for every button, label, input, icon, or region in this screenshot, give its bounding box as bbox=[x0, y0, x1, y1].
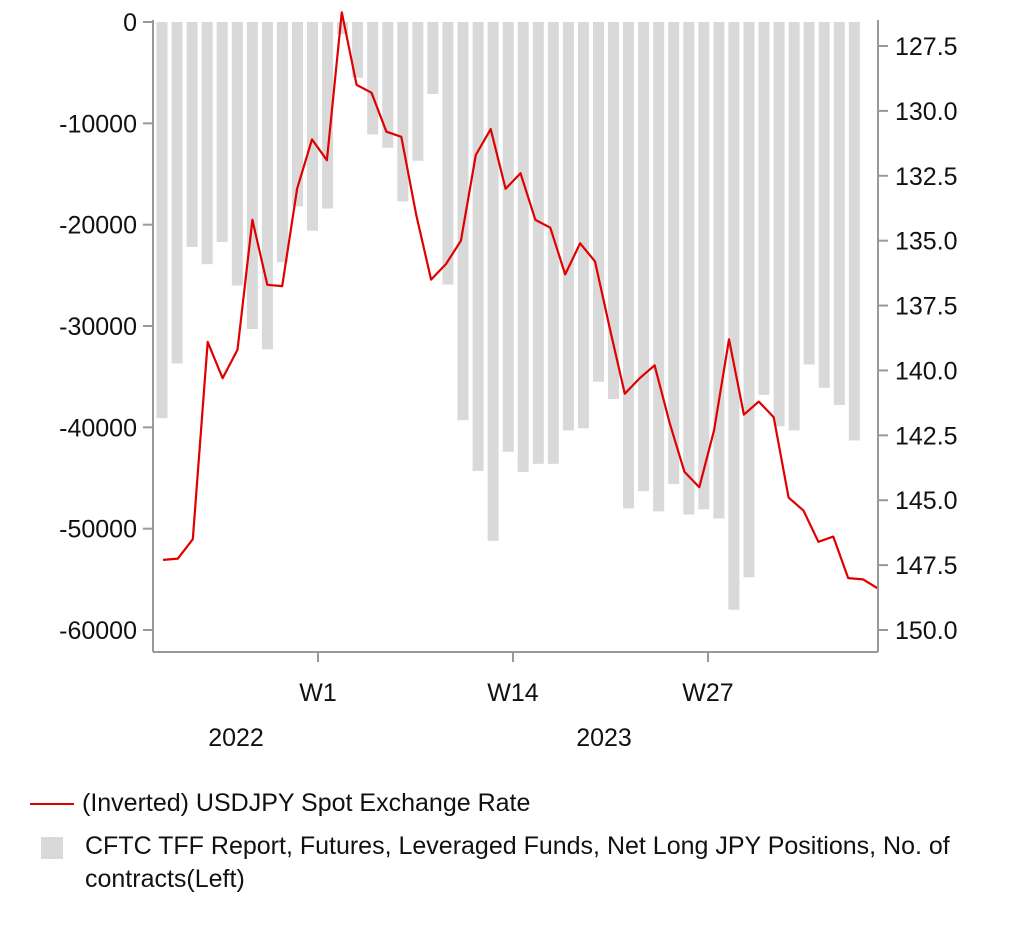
bar bbox=[713, 22, 725, 519]
bar bbox=[216, 22, 228, 242]
bar bbox=[608, 22, 619, 399]
bar bbox=[547, 22, 559, 464]
left-tick-label: -30000 bbox=[59, 313, 137, 341]
bar bbox=[201, 22, 213, 265]
bar bbox=[246, 22, 258, 329]
bar bbox=[683, 22, 695, 515]
right-tick-label: 127.5 bbox=[895, 33, 958, 61]
right-tick-label: 147.5 bbox=[895, 552, 958, 580]
bar bbox=[698, 22, 710, 510]
bar bbox=[562, 22, 574, 431]
bar bbox=[457, 22, 469, 421]
legend-line-label: (Inverted) USDJPY Spot Exchange Rate bbox=[82, 789, 531, 817]
legend: (Inverted) USDJPY Spot Exchange Rate CFT… bbox=[30, 787, 965, 896]
left-tick-label: -50000 bbox=[59, 516, 137, 544]
bar bbox=[382, 22, 394, 148]
bar bbox=[487, 22, 499, 541]
bar bbox=[743, 22, 755, 578]
legend-item-bars: CFTC TFF Report, Futures, Leveraged Fund… bbox=[30, 830, 965, 896]
x-tick-label: W1 bbox=[299, 679, 337, 707]
bar bbox=[848, 22, 860, 441]
legend-bar-label: CFTC TFF Report, Futures, Leveraged Fund… bbox=[85, 832, 950, 893]
bar bbox=[788, 22, 800, 431]
bar bbox=[818, 22, 830, 388]
left-tick-label: 0 bbox=[123, 9, 137, 37]
bar bbox=[502, 22, 514, 452]
right-tick-label: 135.0 bbox=[895, 228, 958, 256]
right-tick-label: 132.5 bbox=[895, 163, 958, 191]
bar bbox=[231, 22, 243, 286]
bar bbox=[322, 22, 334, 209]
bar bbox=[758, 22, 770, 395]
bar bbox=[276, 22, 288, 263]
bar bbox=[442, 22, 454, 285]
bar bbox=[367, 22, 379, 135]
right-tick-label: 140.0 bbox=[895, 357, 958, 385]
usdjpy-line bbox=[162, 11, 879, 590]
bar bbox=[307, 22, 318, 231]
left-tick-label: -20000 bbox=[59, 212, 137, 240]
bar bbox=[653, 22, 665, 512]
left-tick-label: -10000 bbox=[59, 110, 137, 138]
year-label: 2023 bbox=[576, 724, 632, 752]
legend-item-line: (Inverted) USDJPY Spot Exchange Rate bbox=[30, 787, 965, 820]
bar bbox=[337, 22, 349, 35]
bar bbox=[803, 22, 815, 365]
bar bbox=[773, 22, 785, 427]
bar bbox=[292, 22, 303, 207]
bar bbox=[668, 22, 680, 485]
bar bbox=[412, 22, 424, 161]
x-tick-label: W14 bbox=[487, 679, 539, 707]
left-tick-label: -40000 bbox=[59, 414, 137, 442]
bar bbox=[171, 22, 183, 364]
bar bbox=[638, 22, 650, 492]
bar bbox=[577, 22, 589, 429]
bar-series bbox=[156, 22, 860, 610]
bar bbox=[833, 22, 845, 405]
bar bbox=[623, 22, 634, 509]
bar bbox=[517, 22, 529, 472]
x-axis-ticks: W1 W14 W27 2022 2023 bbox=[208, 652, 734, 752]
bar bbox=[352, 22, 364, 78]
bar bbox=[728, 22, 740, 610]
chart: 0 -10000 -20000 -30000 -40000 -50000 -60000 12… bbox=[59, 9, 958, 752]
right-tick-label: 142.5 bbox=[895, 422, 958, 450]
right-tick-label: 150.0 bbox=[895, 617, 958, 645]
right-tick-label: 130.0 bbox=[895, 98, 958, 126]
right-tick-label: 137.5 bbox=[895, 293, 958, 321]
bar bbox=[397, 22, 409, 202]
bar bbox=[156, 22, 168, 419]
right-axis-ticks: 127.5 130.0 132.5 135.0 137.5 140.0 142.5 145.0… bbox=[878, 33, 958, 645]
bar bbox=[472, 22, 484, 471]
bar bbox=[261, 22, 273, 350]
left-axis-ticks: 0 -10000 -20000 -30000 -40000 -50000 -60000 bbox=[59, 9, 153, 645]
axes bbox=[152, 20, 879, 653]
x-tick-label: W27 bbox=[682, 679, 733, 707]
year-label: 2022 bbox=[208, 724, 264, 752]
right-tick-label: 145.0 bbox=[895, 487, 958, 515]
bar bbox=[532, 22, 544, 464]
legend-line-swatch bbox=[30, 803, 74, 805]
left-tick-label: -60000 bbox=[59, 617, 137, 645]
bar bbox=[186, 22, 198, 247]
legend-bar-swatch bbox=[41, 837, 63, 859]
bar bbox=[593, 22, 604, 382]
bar bbox=[427, 22, 439, 94]
